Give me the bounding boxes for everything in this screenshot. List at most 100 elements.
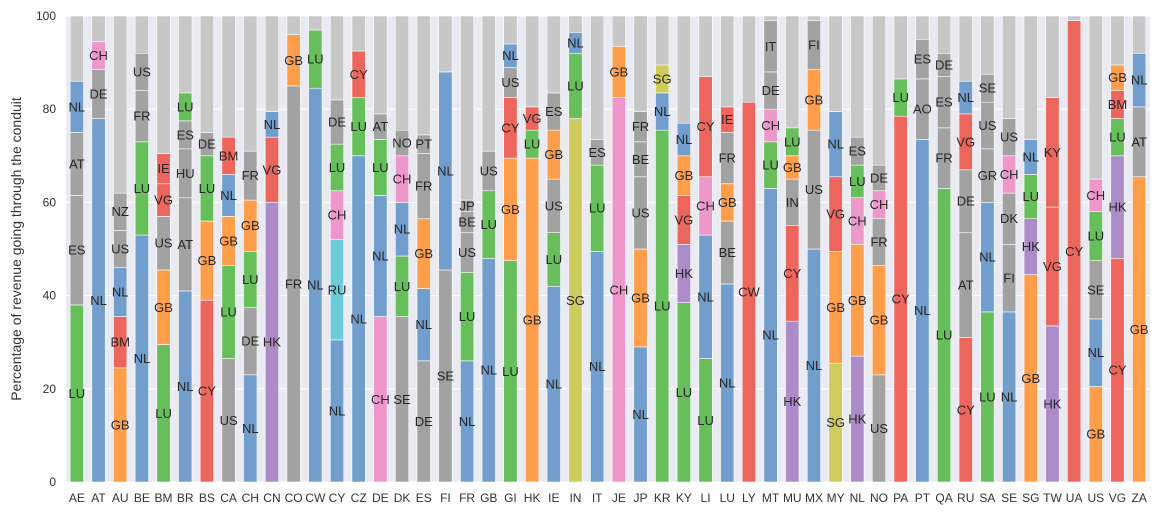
segment-label: CH [89,48,108,63]
x-tick-label: MY [827,491,845,505]
x-tick-label: HK [524,491,541,505]
x-tick-label: MX [805,491,823,505]
segment-label: CH [371,392,390,407]
segment-label: LU [892,90,909,105]
segment-label: LU [480,217,497,232]
segment-label: HK [1108,200,1126,215]
x-tick-label: CA [220,491,237,505]
x-tick-label: FI [440,491,451,505]
segment-label: NL [1022,149,1039,164]
x-tick-label: UA [1066,491,1083,505]
bar-segment [611,15,626,47]
x-tick-label: PT [915,491,931,505]
bar-segment [329,15,345,101]
segment-label: LU [307,52,324,67]
y-tick-label: 60 [43,195,57,209]
bar-segment [893,15,908,80]
x-tick-label: GI [504,491,517,505]
segment-label: NL [697,289,714,304]
segment-label: NO [392,135,412,150]
segment-label: LU [1109,130,1126,145]
segment-label: LU [567,78,584,93]
x-tick-label: SE [1001,491,1017,505]
bar-segment [481,15,496,152]
segment-label: LU [69,386,86,401]
segment-label: GB [219,233,238,248]
segment-label: CY [892,292,910,307]
bar-segment [69,15,84,82]
segment-label: CY [783,266,801,281]
segment-label: GB [631,290,650,305]
segment-label: FR [133,109,150,124]
segment-label: HK [675,266,693,281]
segment-label: ES [914,52,932,67]
segment-label: PT [415,137,432,152]
segment-label: CY [1108,363,1126,378]
segment-label: NL [437,163,454,178]
x-tick-label: LU [720,491,735,505]
segment-label: US [458,245,476,260]
segment-label: LU [329,160,346,175]
segment-label: NL [654,104,671,119]
segment-label: NL [307,278,324,293]
segment-label: GB [523,313,542,328]
segment-label: LU [459,309,476,324]
bar-segment [937,15,952,54]
segment-label: KY [1044,145,1062,160]
segment-label: CH [696,198,715,213]
segment-label: CY [697,119,715,134]
segment-label: GB [805,92,824,107]
segment-label: CH [848,214,867,229]
x-tick-label: CO [285,491,303,505]
segment-label: GB [414,246,433,261]
segment-label: CY [198,384,216,399]
segment-label: VG [154,193,173,208]
segment-label: LU [242,272,259,287]
segment-label: US [111,242,129,257]
segment-label: NL [502,48,519,63]
segment-label: CH [1086,188,1105,203]
segment-label: DE [762,83,780,98]
segment-label: BM [219,148,239,163]
segment-label: DE [198,137,216,152]
segment-label: NL [676,132,693,147]
segment-label: LU [654,299,671,314]
segment-labels: LUESATNLNLDECHGBBMNLUSNZNLLUFRUSLUGBUSVG… [68,35,1148,441]
segment-label: GB [1130,322,1149,337]
x-tick-label: DK [394,491,411,505]
segment-label: DE [328,115,346,130]
segment-label: BM [1108,97,1128,112]
segment-label: DE [241,334,259,349]
segment-label: VG [826,207,845,222]
bar-segment [199,15,214,133]
segment-label: GB [870,313,889,328]
segment-label: IT [765,39,777,54]
bar-segment [546,15,561,94]
x-tick-label: US [1087,491,1104,505]
segment-label: NL [329,403,346,418]
bar-segment [503,15,518,45]
x-tick-label: AE [69,491,85,505]
segment-label: LU [697,413,714,428]
segment-label: VG [956,134,975,149]
bar-segment [698,15,713,77]
segment-label: GB [1108,70,1127,85]
x-tick-label: IN [569,491,581,505]
x-tick-label: NO [870,491,888,505]
x-tick-label: SA [979,491,995,505]
segment-label: NL [459,414,476,429]
segment-label: NL [632,407,649,422]
x-tick-label: BM [155,491,173,505]
bar-segment [980,15,995,75]
bar-segment [676,15,691,124]
segment-label: US [133,64,151,79]
segment-label: FR [242,168,259,183]
x-tick-label: IE [548,491,559,505]
x-tick-label: QA [935,491,952,505]
segment-label: NL [806,358,823,373]
bar-segment [351,15,366,52]
x-tick-label: ZA [1131,491,1146,505]
segment-label: BE [458,215,476,230]
segment-label: HK [783,394,801,409]
bar-segment [785,15,800,129]
